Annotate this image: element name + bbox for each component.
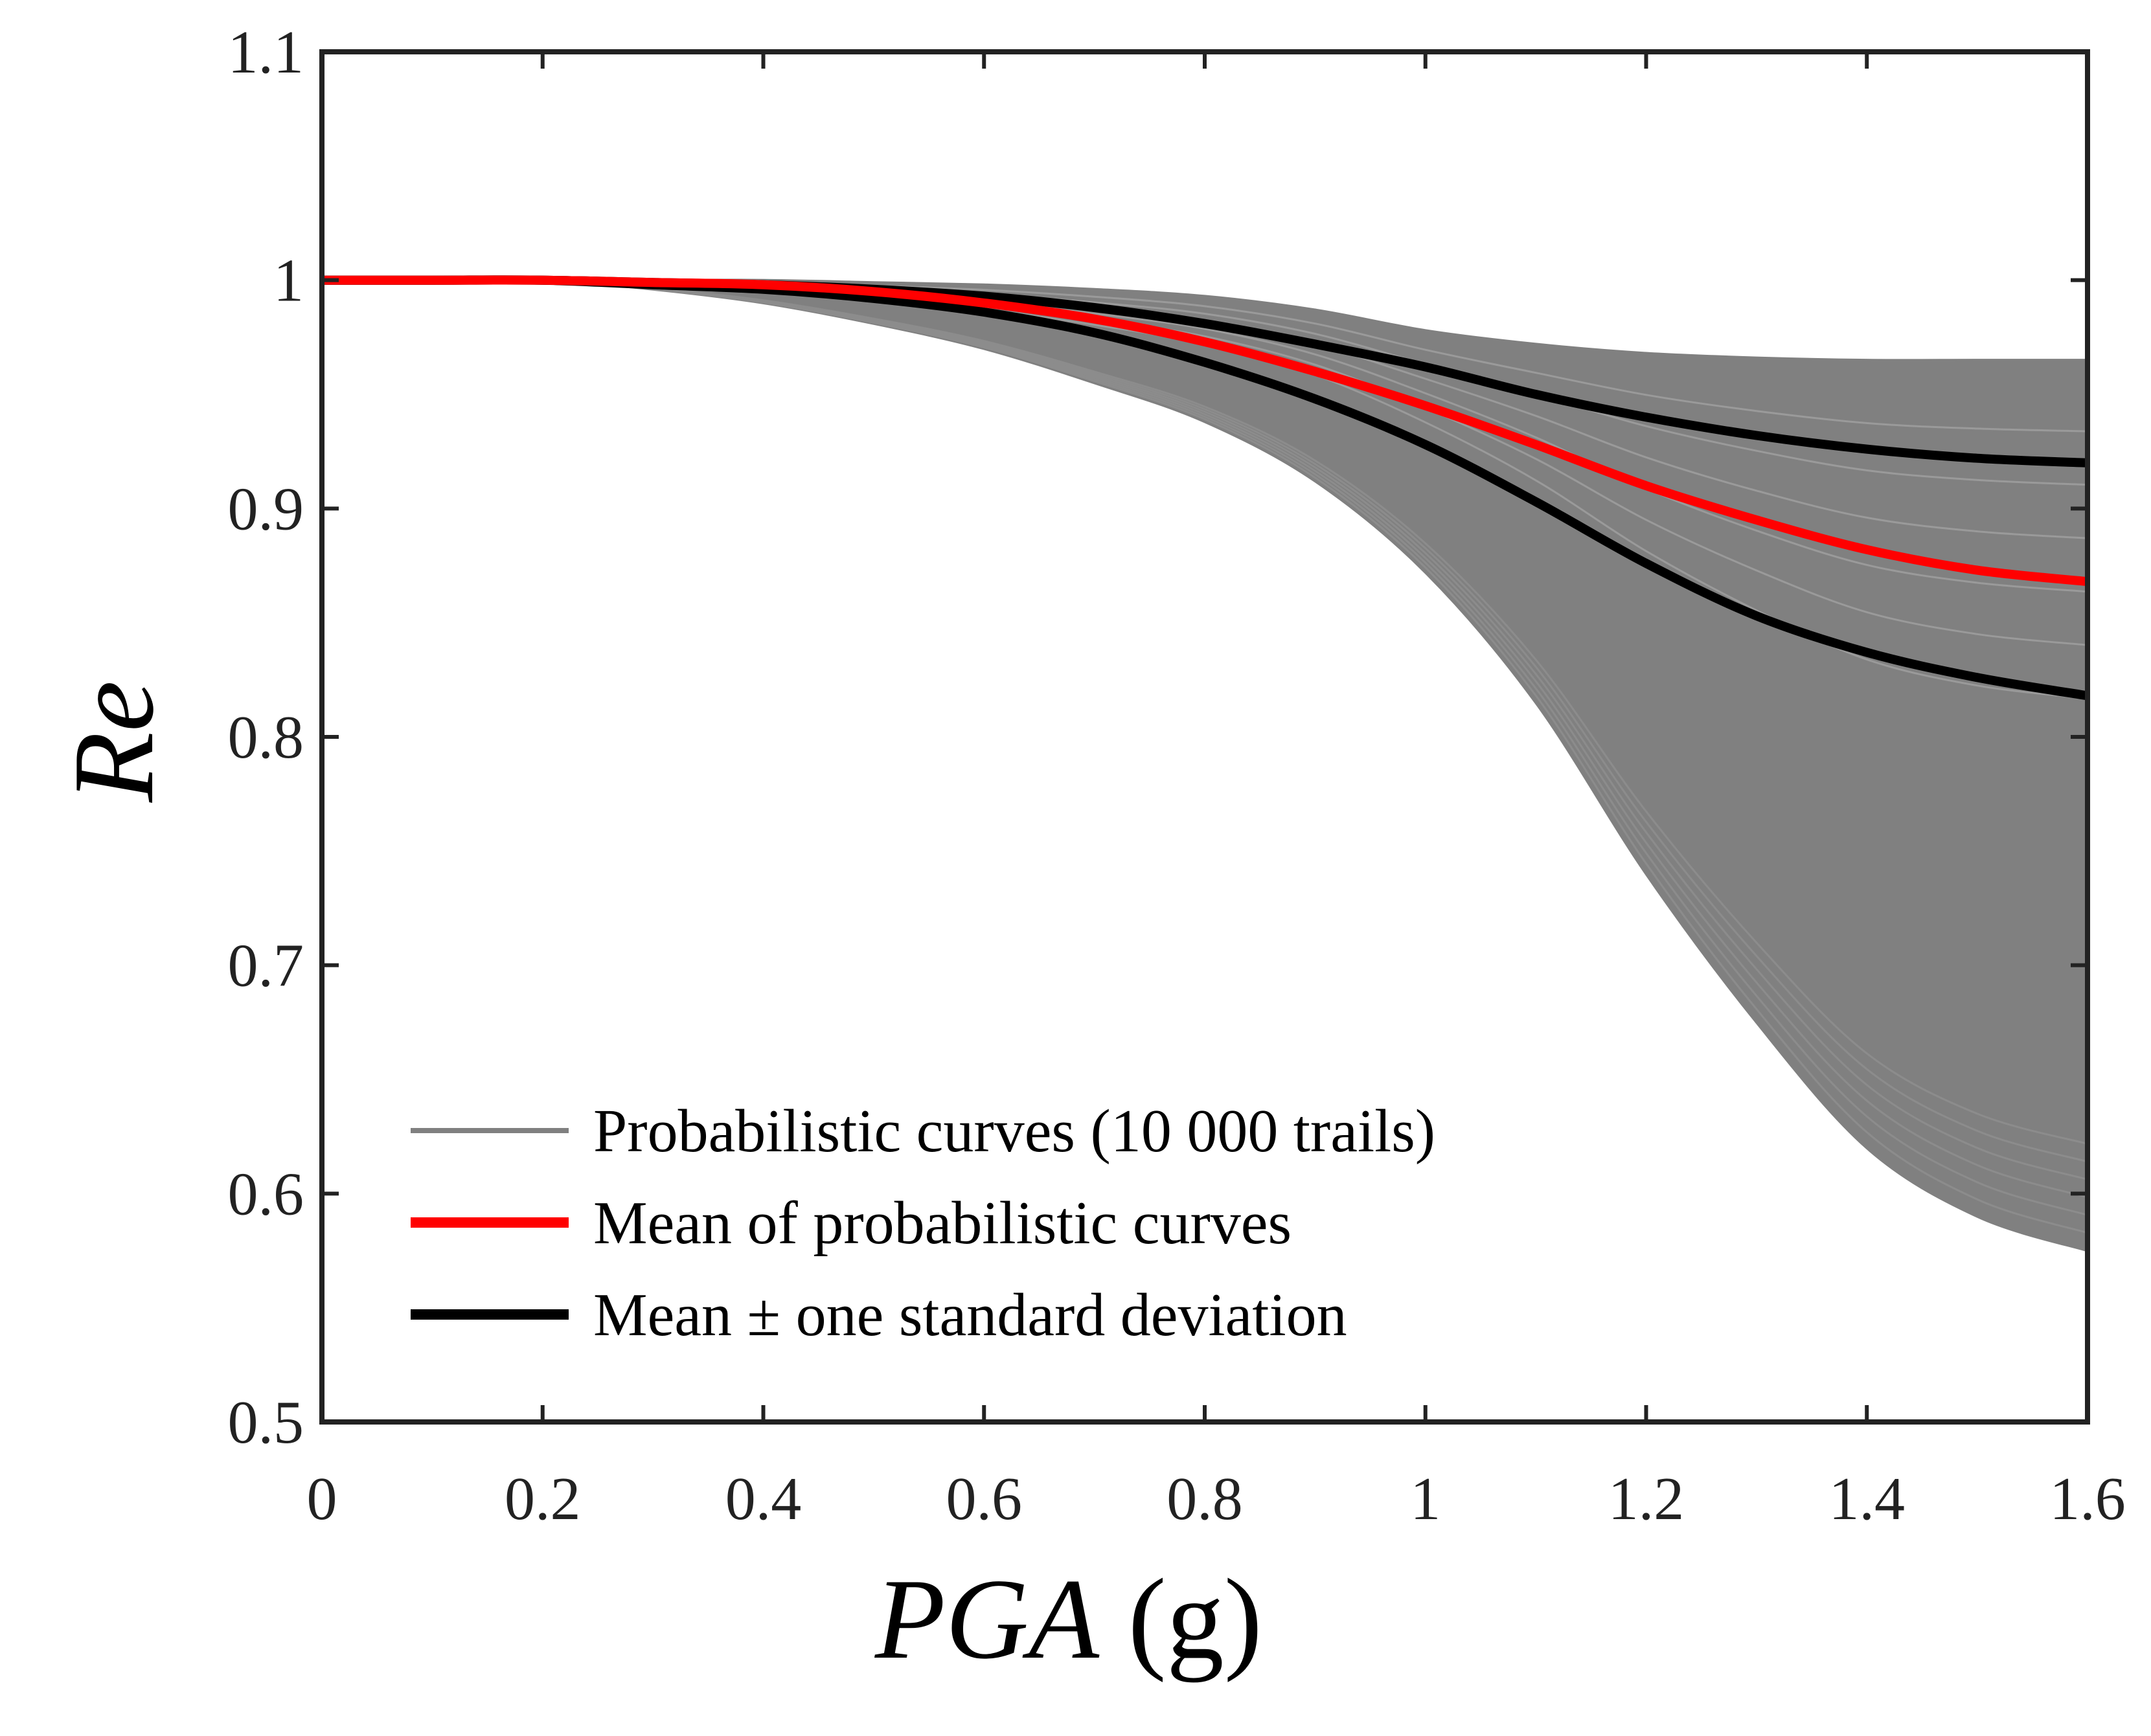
- x-tick-label: 0.6: [946, 1465, 1023, 1533]
- plot-content: [321, 275, 2089, 1253]
- legend: Probabilistic curves (10 000 trails) Mea…: [411, 1098, 1435, 1349]
- x-tick-label: 0.8: [1167, 1465, 1243, 1533]
- x-tick-label: 1.2: [1608, 1465, 1685, 1533]
- legend-label-probabilistic: Probabilistic curves (10 000 trails): [593, 1098, 1435, 1165]
- x-axis-title-var: PGA: [874, 1555, 1100, 1683]
- y-tick-label: 0.7: [228, 932, 304, 1000]
- x-tick-label: 0.2: [505, 1465, 581, 1533]
- y-tick-label: 0.8: [228, 704, 304, 771]
- x-tick-label: 0: [307, 1465, 337, 1533]
- y-tick-label: 0.9: [228, 475, 304, 543]
- x-tick-label: 1: [1410, 1465, 1440, 1533]
- y-tick-label: 1.1: [228, 19, 304, 86]
- tick-labels: 0 0.2 0.4 0.6 0.8 1 1.2 1.4 1.6 0.5 0.6 0.7 0.8 0.9 1 1…: [228, 19, 2126, 1533]
- x-tick-label: 1.4: [1829, 1465, 1906, 1533]
- axis-ticks: [320, 50, 2089, 1424]
- x-axis-title: PGA (g): [874, 1555, 1262, 1683]
- y-tick-label: 1: [273, 247, 304, 315]
- y-tick-label: 0.6: [228, 1160, 304, 1228]
- mean-line: [321, 275, 2088, 587]
- x-tick-label: 1.6: [2049, 1465, 2126, 1533]
- legend-label-mean: Mean of probabilistic curves: [593, 1189, 1292, 1257]
- y-tick-label: 0.5: [228, 1389, 304, 1456]
- x-tick-label: 0.4: [725, 1465, 802, 1533]
- legend-label-std: Mean ± one standard deviation: [593, 1281, 1347, 1349]
- x-axis-title-unit: (g): [1099, 1555, 1262, 1683]
- y-axis-title: Re: [49, 681, 177, 803]
